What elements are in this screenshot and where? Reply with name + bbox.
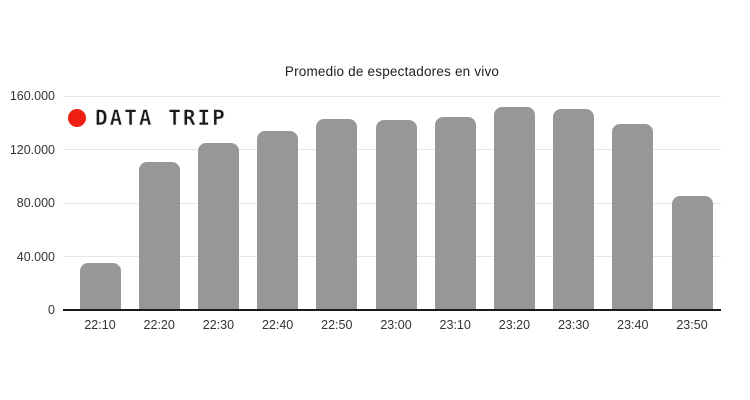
watermark-label: DATA TRIP	[95, 106, 227, 131]
x-axis-line	[63, 309, 721, 311]
chart-title: Promedio de espectadores en vivo	[284, 64, 500, 79]
x-axis-tick-label: 23:20	[498, 318, 531, 332]
gridline-y-160000	[63, 95, 721, 97]
y-axis-tick-label: 160.000	[9, 89, 55, 103]
plot-area	[63, 95, 721, 311]
x-axis-tick-label: 22:20	[143, 318, 175, 332]
x-axis-tick-label: 22:30	[202, 318, 235, 332]
y-axis-tick-label: 0	[48, 303, 55, 317]
bar-22:20	[138, 161, 180, 310]
x-axis-tick-label: 22:10	[84, 318, 116, 332]
x-axis-tick-label: 22:40	[261, 318, 294, 332]
bar-23:50	[671, 196, 713, 310]
x-axis-tick-label: 22:50	[321, 318, 353, 332]
y-axis-tick-label: 120.000	[9, 142, 55, 157]
bar-22:40	[257, 130, 299, 310]
x-axis-tick-label: 23:40	[617, 318, 649, 332]
bar-23:30	[553, 109, 595, 310]
red-dot-icon	[68, 109, 86, 127]
bar-22:50	[316, 118, 358, 310]
data-trip-watermark: DATA TRIP	[68, 106, 227, 130]
bar-22:30	[197, 142, 239, 310]
x-axis-tick-label: 23:30	[557, 318, 590, 332]
y-axis-tick-label: 40.000	[16, 249, 55, 264]
bar-23:10	[434, 117, 476, 310]
x-axis-tick-label: 23:50	[676, 318, 708, 332]
bar-23:20	[493, 106, 535, 310]
x-axis-tick-label: 23:10	[439, 318, 471, 332]
bar-23:00	[375, 120, 417, 310]
bar-22:10	[79, 263, 121, 310]
x-axis-tick-label: 23:00	[380, 318, 412, 332]
bar-23:40	[612, 124, 654, 310]
y-axis-tick-label: 80.000	[16, 196, 55, 210]
